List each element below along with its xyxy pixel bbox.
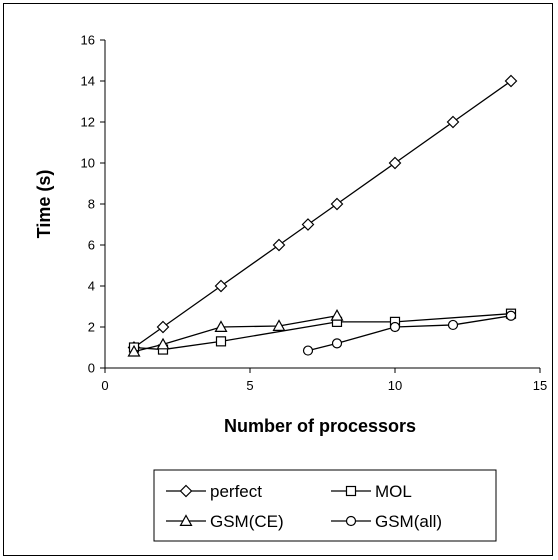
data-point	[302, 345, 314, 356]
series-line	[133, 313, 512, 351]
legend: perfect MOL GSM(CE) GSM(all)	[153, 469, 497, 542]
data-point	[330, 197, 344, 211]
legend-label: GSM(CE)	[210, 512, 284, 531]
y-tick-label: 8	[88, 197, 95, 212]
chart-frame	[3, 3, 553, 556]
y-tick-label: 6	[88, 238, 95, 253]
legend-label: GSM(all)	[375, 512, 442, 531]
data-point	[504, 74, 518, 88]
y-tick-label: 0	[88, 361, 95, 376]
legend-marker	[345, 515, 357, 527]
data-point	[214, 320, 228, 332]
x-axis-ticks: 0 5 10 15	[101, 368, 547, 393]
y-axis-title: Time (s)	[34, 170, 54, 239]
series-gsm-ce	[127, 308, 344, 357]
legend-box	[153, 469, 497, 542]
data-point	[389, 321, 401, 333]
series-gsm-all	[302, 310, 517, 356]
x-tick-label: 10	[388, 378, 402, 393]
y-tick-label: 12	[81, 115, 95, 130]
series-layer	[127, 74, 518, 357]
legend-item: GSM(CE)	[166, 512, 284, 531]
data-point	[505, 310, 517, 321]
y-tick-label: 10	[81, 156, 95, 171]
data-point	[446, 115, 460, 129]
legend-marker	[345, 485, 357, 497]
legend-marker	[179, 514, 193, 527]
series-perfect	[127, 74, 518, 354]
legend-item: perfect	[166, 482, 262, 501]
x-tick-label: 15	[533, 378, 547, 393]
data-point	[301, 218, 315, 231]
x-tick-label: 5	[246, 378, 253, 393]
y-axis-ticks: 0 2 4 6 8 10 12 14 16	[81, 33, 105, 376]
data-point	[331, 338, 343, 349]
data-point	[447, 319, 459, 331]
data-point	[330, 308, 344, 321]
legend-marker	[179, 484, 193, 498]
legend-label: perfect	[210, 482, 262, 501]
legend-item: GSM(all)	[331, 512, 442, 531]
x-axis-title: Number of processors	[224, 416, 416, 436]
y-tick-label: 4	[88, 279, 95, 294]
data-point	[156, 337, 170, 350]
legend-item: MOL	[331, 482, 412, 501]
y-tick-label: 16	[81, 33, 95, 48]
data-point	[272, 238, 286, 252]
legend-label: MOL	[375, 482, 412, 501]
data-point	[272, 319, 286, 331]
data-point	[388, 156, 402, 170]
y-tick-label: 2	[88, 320, 95, 335]
y-tick-label: 14	[81, 74, 95, 89]
data-point	[214, 279, 228, 293]
data-point	[127, 344, 141, 357]
x-tick-label: 0	[101, 378, 108, 393]
data-point	[156, 320, 170, 334]
data-point	[215, 336, 227, 347]
